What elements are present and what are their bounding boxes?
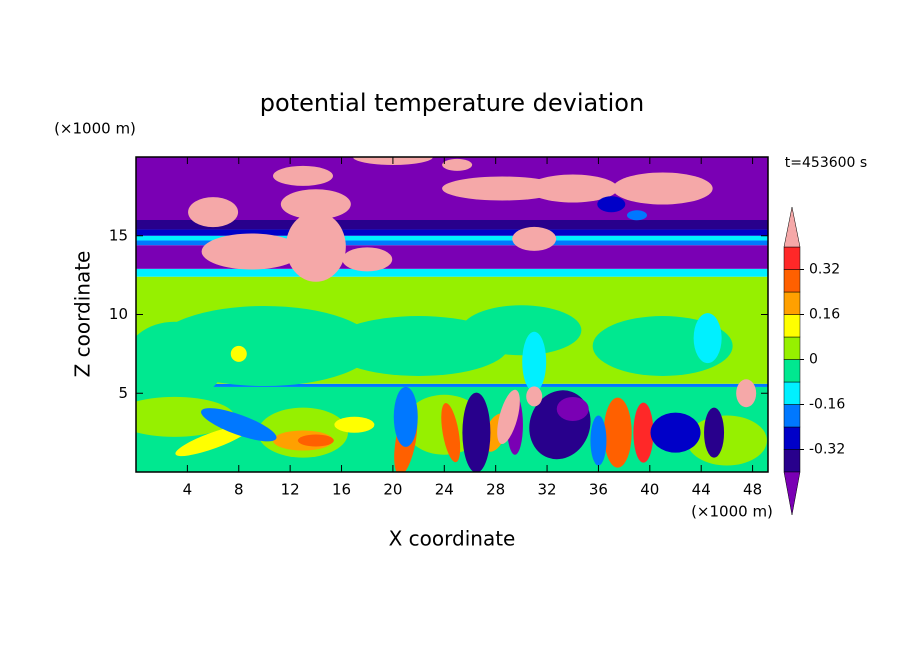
contour-region [201,233,302,270]
time-label: t=453600 s [785,155,867,171]
contour-region [442,158,473,171]
colorbar-box [783,449,801,473]
contour-region [461,305,582,356]
x-tick-label: 8 [234,481,244,499]
contour-region [626,210,647,221]
chart-title: potential temperature deviation [260,89,644,117]
contour-region [342,247,393,272]
x-unit: (×1000 m) [691,503,773,521]
colorbar-box [783,246,801,270]
contour-region [136,396,235,437]
contour-region [136,383,768,387]
x-tick-label: 24 [435,481,454,499]
contour-region [736,379,757,408]
contour-region [704,407,725,458]
contour-region [512,226,557,251]
contour-region [136,321,225,402]
x-tick-label: 28 [486,481,505,499]
colorbar-box [783,314,801,338]
x-axis-title: X coordinate [389,527,516,551]
contour-region [393,386,418,447]
contour-region [334,416,375,433]
contour-region [297,434,334,447]
colorbar-box [783,336,801,360]
y-tick-label: 15 [109,226,128,244]
colorbar-box [783,381,801,405]
contour-region [136,268,768,277]
x-tick-label: 48 [743,481,762,499]
x-tick-label: 16 [332,481,351,499]
colorbar-tick-label: 0.16 [809,307,840,323]
contour-region [136,235,768,241]
contour-region [527,174,618,203]
contour-region [603,397,632,468]
colorbar-box [783,359,801,383]
contour-region [201,408,277,442]
contour-region [497,389,520,445]
colorbar-box [783,291,801,315]
colorbar-over [783,206,801,248]
contour-region [612,172,713,205]
contour-region [590,415,607,466]
contour-region [441,403,461,463]
contour-region [597,196,626,213]
colorbar-tick-label: -0.32 [809,442,845,458]
y-axis-title: Z coordinate [71,251,95,378]
contour-field [136,157,768,472]
x-tick-label: 12 [281,481,300,499]
x-tick-label: 4 [183,481,193,499]
contour-region [136,229,768,236]
x-tick-label: 20 [383,481,402,499]
x-tick-label: 40 [640,481,659,499]
colorbar-under [783,471,801,516]
colorbar-tick-label: 0.32 [809,262,840,278]
contour-region [650,412,701,453]
colorbar-tick-label: -0.16 [809,397,845,413]
contour-region [188,197,239,228]
contour-region [633,402,654,463]
contour-region [280,189,351,220]
x-tick-label: 32 [538,481,557,499]
contour-region [272,165,333,186]
colorbar-box [783,426,801,450]
contour-region [285,211,346,282]
contour-region [522,331,547,392]
x-tick-label: 36 [589,481,608,499]
contour-region [693,313,722,364]
colorbar-box [783,404,801,428]
x-tick-label: 44 [692,481,711,499]
contour-region [556,397,589,421]
y-tick-label: 5 [118,384,128,402]
contour-region [136,240,768,246]
contour-region [230,345,247,362]
contour-region [526,386,543,407]
contour-region [686,415,767,466]
contour-region [462,392,491,472]
y-unit: (×1000 m) [54,120,136,138]
colorbar-box [783,269,801,293]
y-tick-label: 10 [109,305,128,323]
contour-region [136,220,768,230]
colorbar-tick-label: 0 [809,352,818,368]
